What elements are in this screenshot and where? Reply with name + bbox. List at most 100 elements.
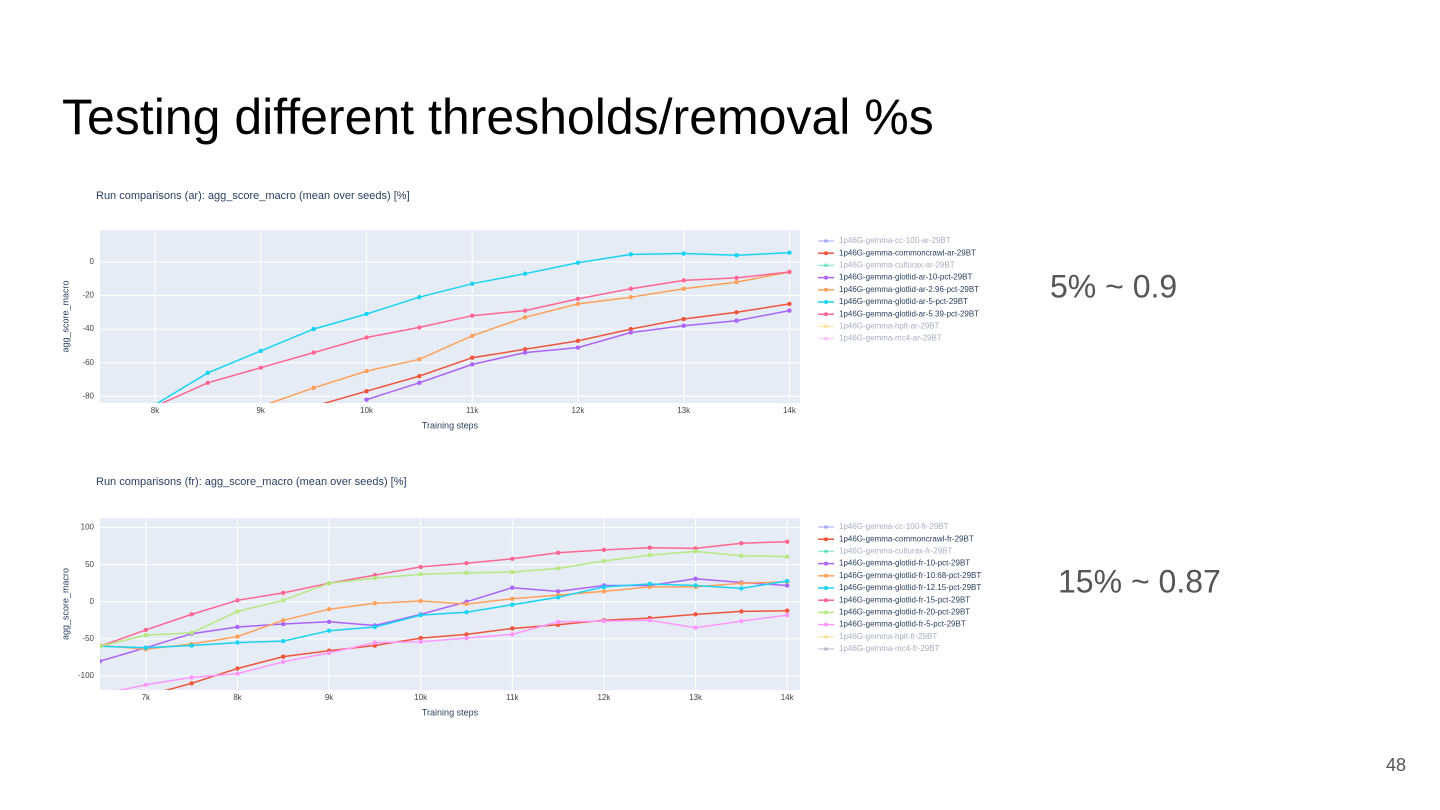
y-tick-label: -50 xyxy=(82,634,94,643)
x-tick-label: 9k xyxy=(325,693,334,702)
legend-label: 1p46G-gemma-glotlid-fr-10-pct-29BT xyxy=(839,559,970,568)
series-line xyxy=(100,578,788,662)
y-tick-label: 0 xyxy=(90,257,95,266)
data-point xyxy=(647,545,652,550)
data-point xyxy=(734,252,739,258)
data-point xyxy=(510,585,515,590)
series-line xyxy=(100,540,788,648)
data-point xyxy=(235,598,240,603)
data-point xyxy=(100,658,103,664)
legend-label: 1p46G-gemma-glotlid-fr-5-pct-29BT xyxy=(839,620,966,629)
data-point xyxy=(628,330,634,335)
page-number: 48 xyxy=(1386,755,1406,775)
x-tick-label: 10k xyxy=(414,693,428,702)
legend-marker xyxy=(824,287,828,292)
data-point xyxy=(510,626,515,631)
annotation: 15% ~ 0.87 xyxy=(1058,563,1221,599)
x-tick-label: 10k xyxy=(360,406,374,415)
data-point xyxy=(311,385,316,391)
data-point xyxy=(522,315,528,320)
data-point xyxy=(189,612,194,617)
data-point xyxy=(205,380,211,386)
data-point xyxy=(281,598,286,603)
legend-label: 1p46G-gemma-glotlid-ar-5.39-pct-29BT xyxy=(839,309,979,318)
legend-marker xyxy=(824,561,828,566)
legend-label: 1p46G-gemma-cc-100-fr-29BT xyxy=(839,522,948,531)
data-point xyxy=(693,612,698,617)
data-point xyxy=(601,584,607,590)
data-point xyxy=(326,581,332,586)
data-point xyxy=(143,682,149,688)
data-point xyxy=(364,335,369,340)
data-point xyxy=(510,596,515,602)
data-point xyxy=(364,397,369,402)
data-point xyxy=(628,252,634,257)
data-point xyxy=(326,650,332,656)
y-tick-label: 0 xyxy=(90,597,95,606)
data-point xyxy=(575,260,581,265)
x-tick-label: 13k xyxy=(689,693,703,702)
y-tick-label: 50 xyxy=(85,560,94,569)
data-point xyxy=(734,310,739,315)
legend-label: 1p46G-gemma-cc-100-ar-29BT xyxy=(839,236,951,245)
data-point xyxy=(784,583,790,588)
data-point xyxy=(510,632,515,637)
data-point xyxy=(235,671,240,676)
data-point xyxy=(417,380,422,386)
data-point xyxy=(417,357,422,362)
x-tick-label: 13k xyxy=(677,406,691,415)
legend-marker xyxy=(824,549,828,554)
data-point xyxy=(311,350,316,355)
data-point xyxy=(575,338,581,344)
legend-label: 1p46G-gemma-culturax-ar-29BT xyxy=(839,261,955,270)
legend-marker xyxy=(824,312,828,317)
data-point xyxy=(555,566,561,571)
data-point xyxy=(739,586,744,591)
legend-label: 1p46G-gemma-glotlid-fr-12.15-pct-29BT xyxy=(839,583,981,592)
chart: Run comparisons (fr): agg_score_macro (m… xyxy=(60,476,1220,717)
legend-label: 1p46G-gemma-mc4-ar-29BT xyxy=(839,334,942,343)
legend-marker xyxy=(824,251,828,256)
series-line xyxy=(117,614,788,690)
data-point xyxy=(784,612,790,618)
data-point xyxy=(784,608,790,613)
data-point xyxy=(522,308,528,313)
x-tick-label: 9k xyxy=(256,406,265,415)
y-tick-label: -20 xyxy=(82,291,94,300)
data-point xyxy=(258,348,263,354)
data-point xyxy=(464,635,469,641)
y-tick-label: -80 xyxy=(82,391,94,400)
data-point xyxy=(281,659,286,665)
x-tick-label: 7k xyxy=(142,693,151,702)
data-point xyxy=(417,294,422,300)
data-point xyxy=(189,643,194,648)
y-tick-label: -100 xyxy=(78,671,95,680)
data-point xyxy=(143,645,149,650)
data-point xyxy=(601,618,607,624)
data-point xyxy=(205,370,211,375)
legend-marker xyxy=(824,300,828,304)
data-point xyxy=(258,365,263,370)
data-point xyxy=(311,404,315,408)
chart-title: Run comparisons (fr): agg_score_macro (m… xyxy=(96,476,407,488)
data-point xyxy=(555,550,561,556)
data-point xyxy=(647,552,652,558)
x-axis-label: Training steps xyxy=(422,420,479,430)
data-point xyxy=(364,311,369,317)
data-point xyxy=(510,569,515,575)
data-point xyxy=(464,601,469,607)
x-tick-label: 8k xyxy=(151,406,160,415)
legend-label: 1p46G-gemma-culturax-fr-29BT xyxy=(839,547,952,556)
data-point xyxy=(734,318,739,323)
data-point xyxy=(693,549,698,554)
data-point xyxy=(510,602,515,607)
data-point xyxy=(372,624,378,630)
legend-marker xyxy=(824,647,828,651)
data-point xyxy=(311,326,316,332)
data-point xyxy=(470,362,475,367)
plot-background xyxy=(100,518,800,690)
data-point xyxy=(418,612,423,618)
legend-label: 1p46G-gemma-commoncrawl-ar-29BT xyxy=(839,248,976,257)
data-point xyxy=(281,654,286,659)
data-point xyxy=(235,609,240,614)
